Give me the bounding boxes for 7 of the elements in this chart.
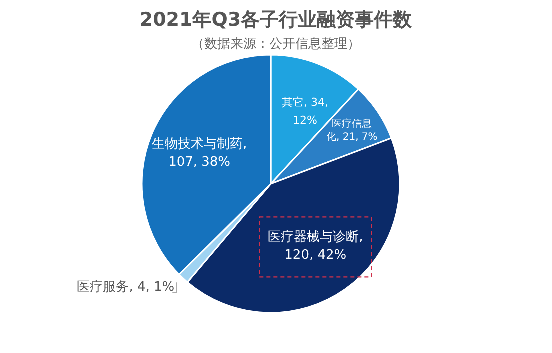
chart-title: 2021年Q3各子行业融资事件数	[140, 9, 412, 31]
slice-label: 医疗服务, 4, 1%	[77, 278, 175, 297]
slice-label: 其它, 34, 12%	[282, 96, 328, 127]
slice-label: 生物技术与制药, 107, 38%	[152, 136, 248, 172]
chart-subtitle: （数据来源：公开信息整理）	[192, 36, 360, 54]
slice-label: 医疗器械与诊断, 120, 42%	[268, 229, 364, 266]
slice-label: 医疗信息化, 21, 7%	[326, 118, 378, 144]
